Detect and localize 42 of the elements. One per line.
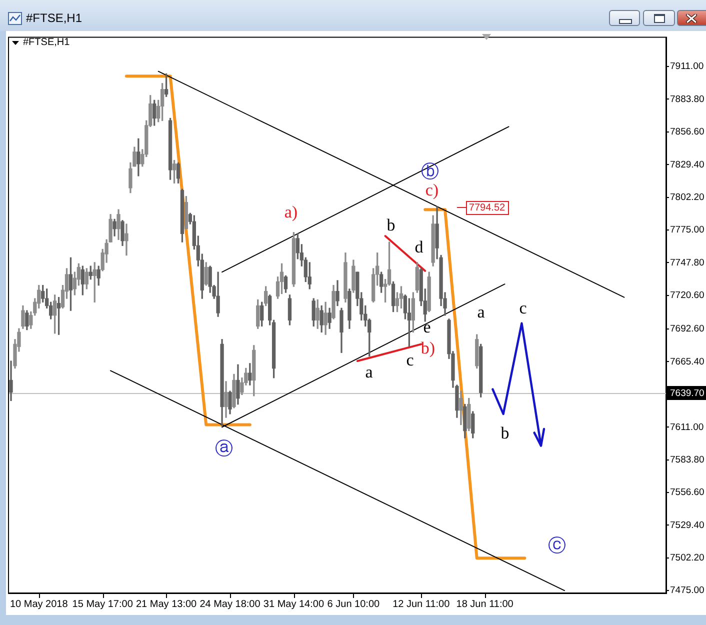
y-tick-label: 7747.80 — [670, 257, 704, 268]
annotation: a) — [284, 202, 298, 222]
y-tick-label: 7856.60 — [670, 126, 704, 138]
annotation: e — [423, 317, 431, 336]
annotation: b) — [420, 338, 436, 358]
annotation: a — [477, 302, 486, 322]
annotation: b — [386, 215, 396, 234]
y-tick-label: 7556.60 — [670, 487, 704, 498]
y-tick-label: 7883.80 — [670, 94, 704, 105]
x-tick-label: 10 May 2018 — [10, 598, 68, 610]
y-tick-label: 7829.40 — [670, 159, 704, 170]
x-tick-label: 31 May 14:00 — [263, 598, 324, 610]
y-tick-label: 7529.40 — [670, 520, 704, 531]
x-tick-label: 6 Jun 10:00 — [327, 598, 380, 610]
chart-subtitle: #FTSE,H1 — [23, 37, 70, 49]
y-tick-label: 7502.20 — [670, 552, 704, 564]
x-tick-label: 21 May 13:00 — [136, 598, 198, 610]
y-tick-label: 7692.60 — [670, 324, 704, 335]
y-tick-label: 7583.80 — [670, 454, 704, 466]
ref-line-label: 7639.70 — [670, 388, 704, 400]
annotation: d — [414, 237, 424, 256]
x-tick-label: 18 Jun 11:00 — [456, 598, 514, 610]
y-tick-label: 7475.00 — [670, 585, 704, 596]
annotation: ⓒ — [548, 536, 566, 557]
x-tick-label: 12 Jun 11:00 — [392, 598, 450, 610]
x-tick-label: 24 May 18:00 — [200, 598, 261, 610]
y-tick-label: 7611.00 — [670, 422, 704, 433]
y-tick-label: 7720.60 — [670, 290, 704, 302]
annotation: 7794.52 — [468, 202, 506, 214]
annotation: c — [406, 350, 414, 370]
y-tick-label: 7802.20 — [670, 192, 704, 203]
y-tick-label: 7665.40 — [670, 356, 704, 368]
annotation: b — [500, 423, 510, 442]
annotation: ⓐ — [215, 438, 233, 460]
y-tick-label: 7911.00 — [670, 61, 704, 72]
annotation: a — [365, 362, 374, 382]
x-tick-label: 15 May 17:00 — [72, 598, 134, 610]
annotation: c) — [425, 180, 439, 200]
y-tick-label: 7775.00 — [670, 224, 704, 236]
annotation: c — [519, 298, 528, 318]
annotation: ⓑ — [421, 162, 439, 183]
chart-title: #FTSE,H1 — [26, 11, 82, 25]
